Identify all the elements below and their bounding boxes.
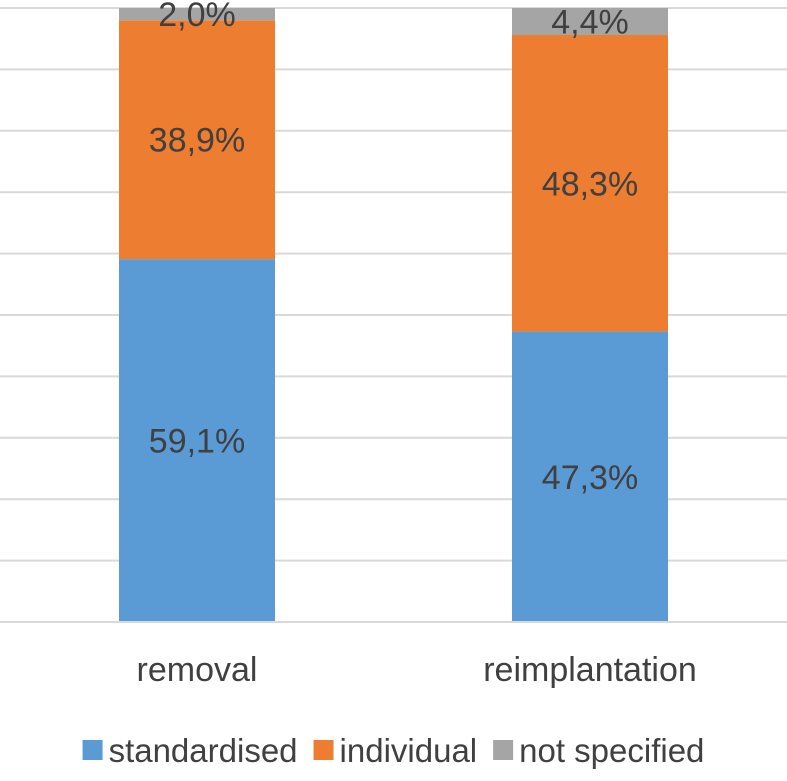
bar-segment-removal-not-specified [119, 8, 275, 21]
bar-segment-reimplantation-individual [512, 35, 668, 332]
legend-label-individual: individual [340, 732, 478, 769]
data-label-removal-not-specified: 2,0% [158, 0, 236, 34]
data-label-reimplantation-not-specified: 4,4% [551, 4, 629, 42]
legend-swatch-individual [313, 740, 334, 760]
x-axis: removal reimplantation [0, 621, 787, 689]
legend-label-not-specified: not specified [519, 732, 704, 769]
x-tick-label-removal: removal [137, 651, 258, 689]
legend: standardised individual not specified [82, 732, 704, 769]
legend-swatch-not-specified [493, 740, 514, 760]
data-label-removal-standardised: 59,1% [149, 423, 245, 461]
bar-segment-removal-standardised [119, 259, 275, 622]
bars [119, 8, 668, 622]
bar-segment-reimplantation-not-specified [512, 8, 668, 36]
legend-label-standardised: standardised [109, 732, 298, 769]
data-label-reimplantation-individual: 48,3% [542, 165, 638, 203]
bar-segment-reimplantation-standardised [512, 331, 668, 622]
gridlines [0, 7, 787, 623]
x-tick-label-reimplantation: reimplantation [483, 651, 697, 689]
data-labels: 59,1% 38,9% 2,0% 47,3% 48,3% 4,4% [149, 0, 638, 497]
data-label-removal-individual: 38,9% [149, 122, 245, 160]
data-label-reimplantation-standardised: 47,3% [542, 459, 638, 497]
legend-swatch-standardised [82, 740, 103, 760]
bar-segment-removal-individual [119, 20, 275, 260]
